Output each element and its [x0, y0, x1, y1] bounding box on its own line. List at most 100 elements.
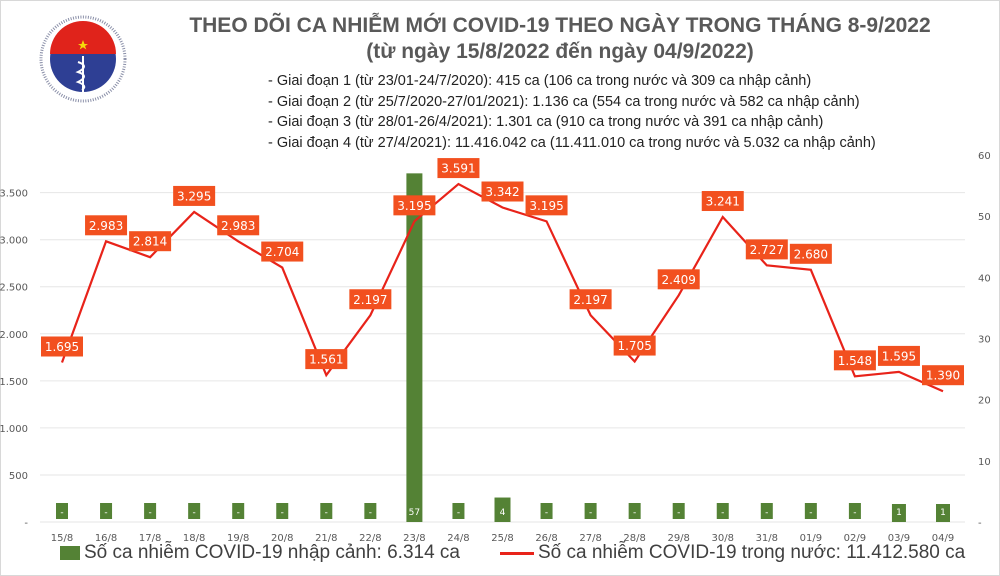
right-tick-label: 40	[978, 273, 991, 284]
bar	[232, 503, 245, 519]
bar	[760, 503, 773, 519]
line-data-label: 1.595	[882, 349, 916, 363]
bar	[144, 503, 157, 519]
right-tick-label: 10	[978, 457, 991, 468]
bar	[276, 503, 289, 519]
line-data-label: 2.409	[662, 273, 696, 287]
bar-data-label: -	[853, 508, 856, 518]
bar	[188, 503, 201, 519]
left-tick-label: 3.500	[0, 189, 28, 200]
line-data-label-box	[41, 336, 83, 357]
x-tick-label: 31/8	[756, 533, 778, 544]
legend-line-swatch	[500, 551, 534, 555]
phase-item: - Giai đoạn 3 (từ 28/01-26/4/2021): 1.30…	[268, 114, 824, 130]
line-data-label-box	[745, 239, 788, 260]
bar	[100, 503, 113, 519]
line-data-label: 1.705	[617, 339, 651, 353]
bar	[584, 503, 597, 519]
bar	[716, 503, 729, 519]
line-data-label-box	[437, 158, 480, 179]
bar-data-label: -	[104, 508, 107, 518]
x-tick-label: 23/8	[403, 533, 425, 544]
line-data-label-box	[657, 269, 700, 290]
right-tick-label: 20	[978, 396, 991, 407]
x-tick-label: 17/8	[139, 533, 161, 544]
x-tick-label: 15/8	[51, 533, 73, 544]
bar-data-label: -	[589, 508, 592, 518]
right-tick-label: -	[978, 518, 982, 529]
right-tick-label: 50	[978, 212, 991, 223]
legend-line-label: Số ca nhiễm COVID-19 trong nước: 11.412.…	[538, 542, 966, 563]
left-tick-label: 3.000	[0, 236, 28, 247]
right-tick-label: 60	[978, 151, 991, 162]
legend-item-line: Số ca nhiễm COVID-19 trong nước: 11.412.…	[500, 542, 965, 564]
line-data-label: 2.983	[221, 219, 255, 233]
bar-data-label: -	[237, 508, 240, 518]
x-tick-label: 22/8	[359, 533, 381, 544]
x-tick-label: 26/8	[535, 533, 557, 544]
line-data-label-box	[877, 345, 920, 366]
bar-data-label: -	[148, 508, 151, 518]
bar-data-label: -	[809, 508, 812, 518]
x-tick-label: 20/8	[271, 533, 293, 544]
bar-data-label: -	[281, 508, 284, 518]
bar	[891, 504, 906, 522]
bar	[936, 504, 950, 522]
line-data-label: 2.727	[750, 243, 784, 257]
line-data-label: 1.548	[838, 354, 872, 368]
line-data-label: 3.342	[485, 185, 519, 199]
bar	[452, 503, 465, 519]
legend-bar-swatch	[60, 546, 80, 560]
line-data-label: 2.197	[353, 293, 387, 307]
line-data-label: 1.390	[926, 369, 960, 383]
legend-item-bar: Số ca nhiễm COVID-19 nhập cảnh: 6.314 ca	[60, 542, 460, 564]
bar-data-label: -	[677, 508, 680, 518]
chart-title: THEO DÕI CA NHIỄM MỚI COVID-19 THEO NGÀY…	[189, 14, 931, 37]
line-data-label-box	[85, 215, 128, 236]
line-data-label-box	[789, 243, 832, 264]
x-tick-label: 24/8	[447, 533, 469, 544]
line-data-label: 2.983	[89, 219, 123, 233]
line-series	[60, 182, 944, 393]
line-data-label: 2.197	[573, 293, 607, 307]
left-tick-label: 1.500	[0, 377, 28, 388]
phase-item: - Giai đoạn 4 (từ 27/4/2021): 11.416.042…	[268, 134, 876, 151]
bar	[364, 503, 377, 519]
left-tick-label: 2.000	[0, 330, 28, 341]
line-data-label: 3.295	[177, 189, 211, 203]
line-data-label-box	[922, 365, 964, 386]
line-data-label-box	[129, 231, 172, 252]
x-tick-label: 02/9	[844, 533, 866, 544]
legend-bar-label: Số ca nhiễm COVID-19 nhập cảnh: 6.314 ca	[84, 542, 461, 563]
bar	[848, 503, 861, 519]
bar	[540, 503, 553, 519]
bar-data-label: -	[765, 508, 768, 518]
right-tick-label: 30	[978, 335, 991, 346]
bar	[628, 503, 641, 519]
line-data-label-box	[525, 195, 568, 216]
line-data-label: 2.704	[265, 245, 299, 259]
bar-data-label: -	[193, 508, 196, 518]
bar-data-label: -	[545, 508, 548, 518]
bar	[672, 503, 685, 519]
chart-subtitle: (từ ngày 15/8/2022 đến ngày 04/9/2022)	[366, 40, 754, 63]
line-data-label-box	[305, 349, 348, 370]
bar-data-label: 1	[896, 508, 902, 518]
bar-data-label: 1	[940, 508, 946, 518]
line-data-label-box	[349, 289, 392, 310]
line-data-label-box	[833, 350, 876, 371]
x-tick-label: 16/8	[95, 533, 117, 544]
line-data-label: 3.195	[529, 199, 563, 213]
line-data-label-box	[613, 335, 656, 356]
bar-data-label: -	[60, 508, 63, 518]
line-data-label: 3.195	[397, 199, 431, 213]
phase-item: - Giai đoạn 2 (từ 25/7/2020-27/01/2021):…	[268, 93, 860, 110]
line-data-label: 2.680	[794, 247, 828, 261]
bar-data-label: 57	[409, 508, 420, 518]
line-data-label: 3.241	[706, 195, 740, 209]
x-tick-label: 29/8	[667, 533, 689, 544]
x-tick-label: 04/9	[932, 533, 954, 544]
line-data-label: 3.591	[441, 162, 475, 176]
line-data-label: 1.695	[45, 340, 79, 354]
